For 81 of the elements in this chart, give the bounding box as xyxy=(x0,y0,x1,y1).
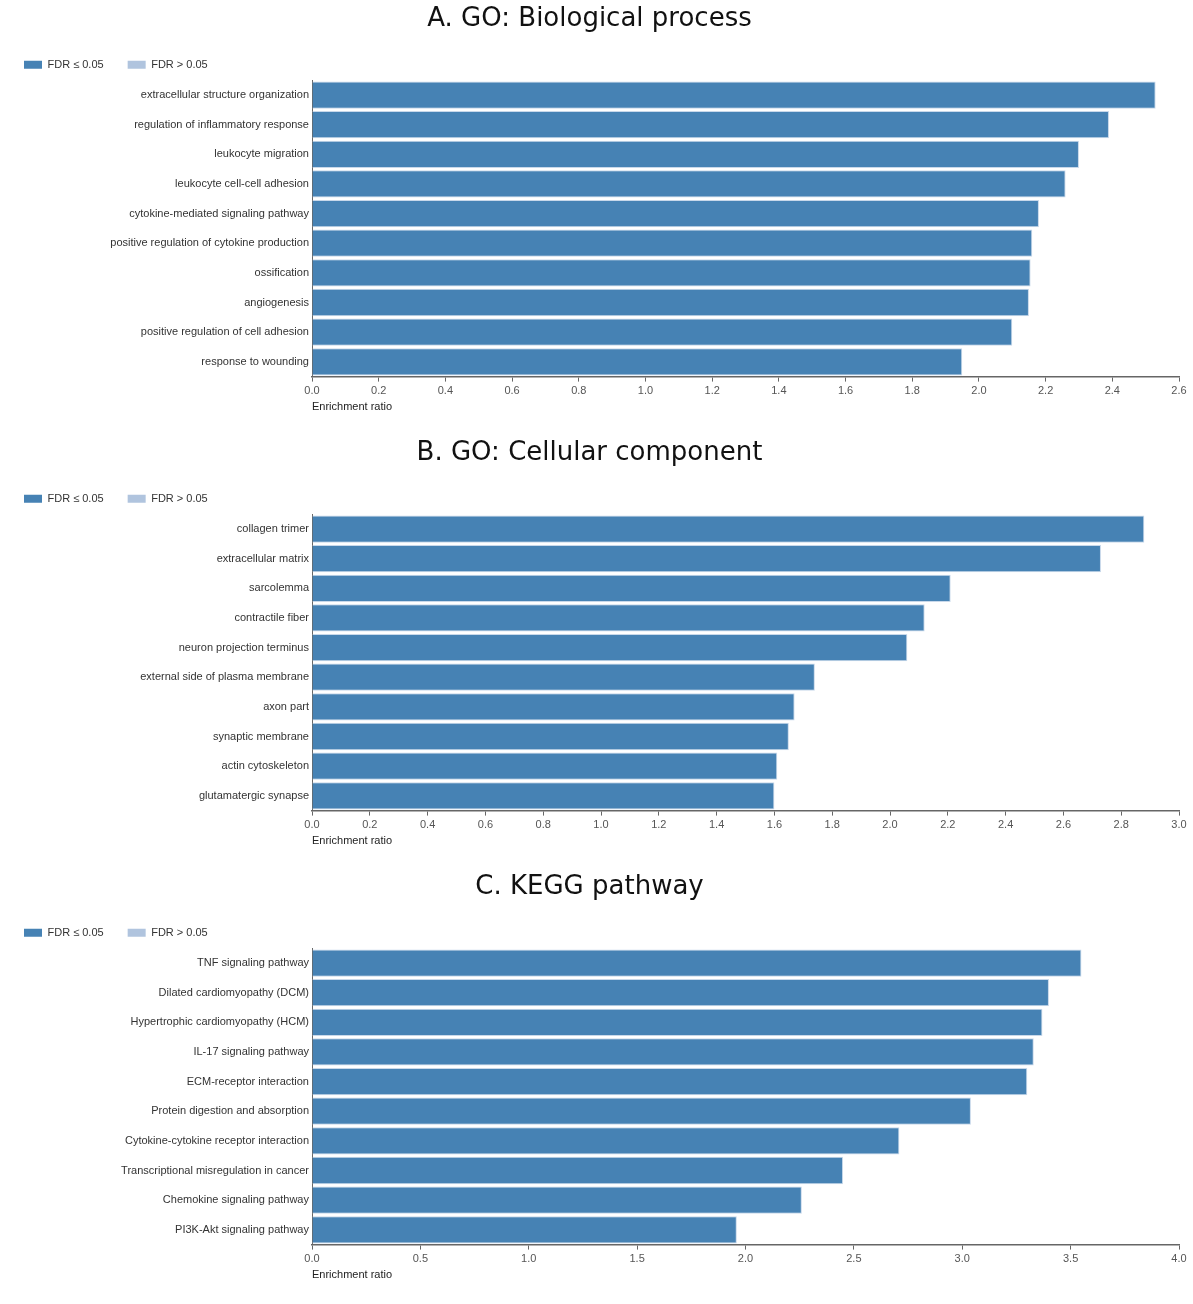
y-tick-label: ossification xyxy=(254,265,309,278)
y-tick-label: Cytokine-cytokine receptor interaction xyxy=(124,1133,309,1146)
y-tick-label: contractile fiber xyxy=(234,610,310,623)
y-tick-label: leukocyte cell-cell adhesion xyxy=(175,176,309,189)
x-tick-label: 3.0 xyxy=(1171,818,1187,831)
x-tick-label: 3.0 xyxy=(954,1252,970,1265)
x-tick-label: 0.0 xyxy=(304,1252,320,1265)
x-tick-label: 1.0 xyxy=(593,818,609,831)
y-tick-label: sarcolemma xyxy=(249,581,310,594)
x-axis-title: Enrichment ratio xyxy=(312,400,393,413)
y-tick-label: collagen trimer xyxy=(236,522,310,535)
legend-label: FDR > 0.05 xyxy=(151,925,208,938)
y-tick-label: ECM-receptor interaction xyxy=(186,1074,309,1087)
x-tick-label: 2.0 xyxy=(737,1252,754,1265)
y-tick-label: IL-17 signaling pathway xyxy=(193,1044,310,1057)
y-tick-label: axon part xyxy=(263,699,309,712)
x-tick-label: 0.2 xyxy=(362,818,378,831)
x-tick-label: 0.4 xyxy=(419,818,436,831)
x-tick-label: 0.2 xyxy=(371,384,387,397)
y-tick-label: response to wounding xyxy=(201,354,309,367)
x-axis-title: Enrichment ratio xyxy=(312,834,393,847)
legend-label: FDR > 0.05 xyxy=(151,491,208,504)
x-tick-label: 2.8 xyxy=(1113,818,1129,831)
y-tick-label: positive regulation of cell adhesion xyxy=(140,325,309,338)
x-tick-label: 0.6 xyxy=(504,384,520,397)
y-tick-label: Dilated cardiomyopathy (DCM) xyxy=(158,985,309,998)
y-tick-label: extracellular structure organization xyxy=(140,88,309,101)
x-tick-label: 2.6 xyxy=(1171,384,1187,397)
y-tick-label: synaptic membrane xyxy=(213,729,309,742)
y-tick-label: PI3K-Akt signaling pathway xyxy=(175,1222,310,1235)
x-tick-label: 1.2 xyxy=(704,384,720,397)
x-tick-label: 0.8 xyxy=(571,384,587,397)
x-tick-label: 1.8 xyxy=(904,384,920,397)
x-tick-label: 1.4 xyxy=(708,818,725,831)
legend-label: FDR > 0.05 xyxy=(151,57,208,70)
y-tick-label: Hypertrophic cardiomyopathy (HCM) xyxy=(130,1015,309,1028)
x-tick-label: 2.4 xyxy=(1104,384,1120,397)
legend-label: FDR ≤ 0.05 xyxy=(47,491,104,504)
y-tick-label: regulation of inflammatory response xyxy=(134,117,309,130)
x-axis-title: Enrichment ratio xyxy=(312,1268,393,1281)
x-tick-label: 0.8 xyxy=(535,818,551,831)
x-tick-label: 1.2 xyxy=(651,818,667,831)
legend-label: FDR ≤ 0.05 xyxy=(47,925,104,938)
x-tick-label: 2.5 xyxy=(846,1252,862,1265)
x-tick-label: 0.5 xyxy=(412,1252,429,1265)
x-tick-label: 1.0 xyxy=(637,384,654,397)
x-tick-label: 0.0 xyxy=(304,818,320,831)
x-tick-label: 1.8 xyxy=(824,818,840,831)
x-tick-label: 2.2 xyxy=(1037,384,1054,397)
x-tick-label: 1.6 xyxy=(837,384,854,397)
y-tick-label: glutamatergic synapse xyxy=(198,788,309,801)
y-tick-label: external side of plasma membrane xyxy=(140,670,309,683)
chart-title: B. GO: Cellular component xyxy=(416,436,763,467)
y-tick-label: leukocyte migration xyxy=(214,147,309,160)
x-tick-label: 2.2 xyxy=(940,818,956,831)
y-tick-label: neuron projection terminus xyxy=(178,640,310,653)
y-tick-label: extracellular matrix xyxy=(216,551,310,564)
x-tick-label: 2.4 xyxy=(997,818,1014,831)
y-tick-label: actin cytoskeleton xyxy=(221,759,309,772)
x-tick-label: 1.5 xyxy=(629,1252,645,1265)
x-tick-label: 2.0 xyxy=(971,384,987,397)
x-tick-label: 0.0 xyxy=(304,384,320,397)
y-tick-label: positive regulation of cytokine production xyxy=(110,236,309,249)
x-tick-label: 2.6 xyxy=(1055,818,1072,831)
y-tick-label: Protein digestion and absorption xyxy=(151,1104,309,1117)
chart-title: C. KEGG pathway xyxy=(475,870,704,901)
x-tick-label: 1.0 xyxy=(521,1252,537,1265)
x-tick-label: 2.0 xyxy=(882,818,898,831)
x-tick-label: 0.6 xyxy=(477,818,494,831)
x-tick-label: 1.4 xyxy=(771,384,787,397)
y-tick-label: angiogenesis xyxy=(244,295,310,308)
y-tick-label: TNF signaling pathway xyxy=(197,956,310,969)
x-tick-label: 1.6 xyxy=(766,818,783,831)
y-tick-label: Transcriptional misregulation in cancer xyxy=(121,1163,310,1176)
x-tick-label: 0.4 xyxy=(437,384,454,397)
x-tick-label: 3.5 xyxy=(1062,1252,1079,1265)
chart-title: A. GO: Biological process xyxy=(427,2,752,33)
y-tick-label: Chemokine signaling pathway xyxy=(162,1193,310,1206)
legend-label: FDR ≤ 0.05 xyxy=(47,57,104,70)
y-tick-label: cytokine-mediated signaling pathway xyxy=(129,206,310,219)
x-tick-label: 4.0 xyxy=(1171,1252,1187,1265)
